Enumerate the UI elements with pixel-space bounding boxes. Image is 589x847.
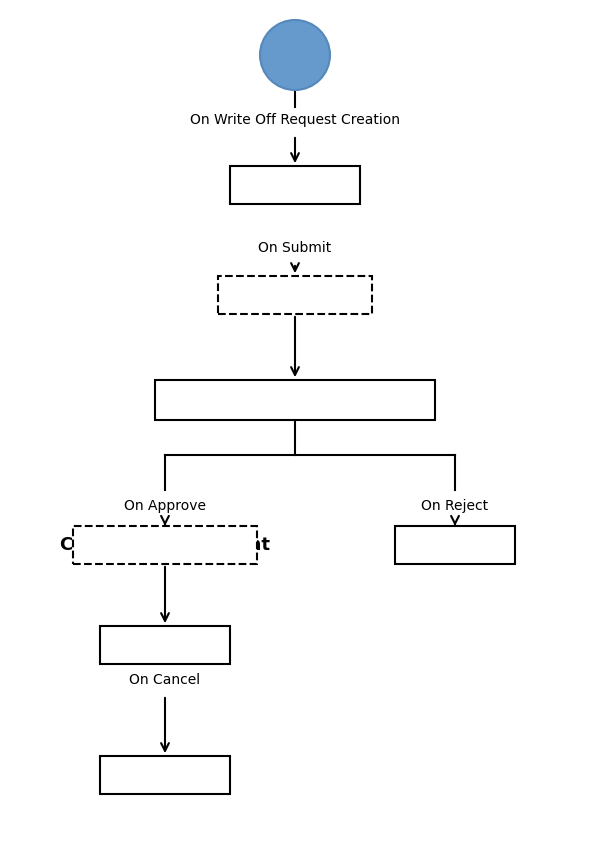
FancyBboxPatch shape bbox=[155, 380, 435, 420]
FancyBboxPatch shape bbox=[230, 166, 360, 204]
Circle shape bbox=[260, 20, 330, 90]
Text: Rejected: Rejected bbox=[411, 536, 499, 554]
Text: Submitted: Submitted bbox=[242, 286, 348, 304]
Text: Draft: Draft bbox=[269, 176, 321, 194]
Text: On Write Off Request Creation: On Write Off Request Creation bbox=[190, 113, 400, 127]
Text: On Cancel: On Cancel bbox=[130, 673, 201, 687]
Text: On Reject: On Reject bbox=[422, 499, 488, 513]
FancyBboxPatch shape bbox=[100, 626, 230, 664]
Text: Cancelled: Cancelled bbox=[116, 766, 214, 784]
FancyBboxPatch shape bbox=[100, 756, 230, 794]
Text: On Approve: On Approve bbox=[124, 499, 206, 513]
Text: Approval In Progress: Approval In Progress bbox=[189, 391, 401, 409]
FancyBboxPatch shape bbox=[218, 276, 372, 314]
Text: On Submit: On Submit bbox=[259, 241, 332, 255]
FancyBboxPatch shape bbox=[73, 526, 257, 564]
FancyBboxPatch shape bbox=[395, 526, 515, 564]
Text: Creating Adjustment: Creating Adjustment bbox=[60, 536, 270, 554]
Text: Processed: Processed bbox=[113, 636, 217, 654]
